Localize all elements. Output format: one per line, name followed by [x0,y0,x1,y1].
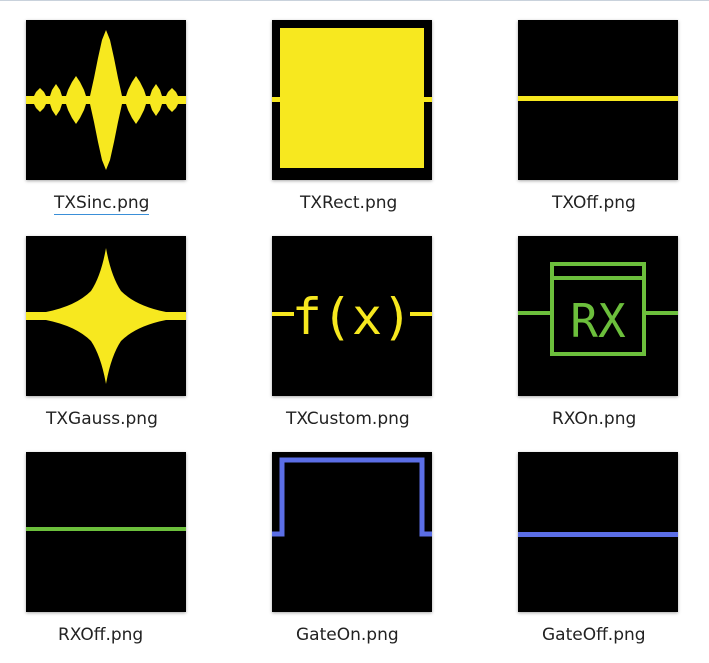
file-name-label: TXCustom.png [286,409,410,429]
file-item-txoff[interactable]: TXOff.png [502,0,692,213]
thumbnail-image: RX [518,262,678,356]
file-item-txsinc[interactable]: TXSinc.png [10,0,200,215]
thumbnail-image [26,30,186,170]
file-item-txrect[interactable]: TXRect.png [256,0,446,213]
file-item-txcustom[interactable]: f(x) TXCustom.png [256,216,446,429]
file-item-gateoff[interactable]: GateOff.png [502,432,692,645]
file-item-gateon[interactable]: GateOn.png [256,432,446,645]
thumbnail-image [272,457,432,537]
sinc-pulse-icon [26,20,186,180]
file-name-label: TXGauss.png [46,409,158,429]
file-item-txgauss[interactable]: TXGauss.png [10,216,200,429]
file-item-rxon[interactable]: RX RXOn.png [502,216,692,429]
thumbnail-image [26,248,186,384]
thumbnail-image [518,532,678,537]
thumbnail-image: f(x) [272,288,432,346]
flat-line-icon [518,20,678,180]
custom-function-icon: f(x) [272,236,432,396]
gate-on-icon [272,452,432,612]
window-top-border [0,0,709,1]
file-name-label: TXSinc.png [54,193,150,215]
function-text: f(x) [292,288,412,346]
flat-line-icon [26,452,186,612]
file-name-label: GateOff.png [542,625,646,645]
file-name-label: RXOn.png [552,409,637,429]
rect-pulse-icon [272,20,432,180]
rx-text: RX [570,294,626,348]
file-name-label: RXOff.png [58,625,144,645]
gauss-pulse-icon [26,236,186,396]
flat-line-icon [518,452,678,612]
thumbnail-image [26,527,186,531]
file-item-rxoff[interactable]: RXOff.png [10,432,200,645]
thumbnail-image [518,96,678,101]
thumbnail-image [272,28,432,168]
receiver-on-icon: RX [518,236,678,396]
file-name-label: GateOn.png [296,625,399,645]
file-name-label: TXOff.png [552,193,636,213]
file-name-label: TXRect.png [300,193,398,213]
